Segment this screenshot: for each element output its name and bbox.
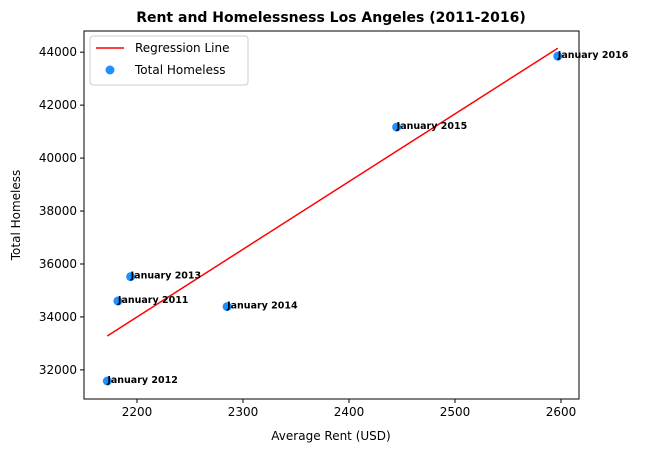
legend-box bbox=[89, 35, 249, 86]
scatter-point bbox=[222, 302, 232, 312]
x-tick-label: 2400 bbox=[334, 405, 365, 419]
point-label: January 2016 bbox=[557, 50, 629, 61]
scatter-point bbox=[126, 272, 136, 282]
y-tick-label: 32000 bbox=[39, 363, 77, 377]
y-axis-label: Total Homeless bbox=[9, 170, 23, 262]
legend-label-regression: Regression Line bbox=[135, 41, 229, 55]
point-label: January 2014 bbox=[226, 301, 298, 312]
point-label: January 2011 bbox=[117, 295, 189, 306]
y-tick-label: 38000 bbox=[39, 204, 77, 218]
plot-area: 2200 2300 2400 2500 2600 32000 34000 36000 38000… bbox=[39, 45, 629, 419]
axes-frame bbox=[83, 30, 580, 400]
legend: Regression Line Total Homeless bbox=[89, 35, 249, 86]
point-label: January 2012 bbox=[106, 375, 178, 386]
x-axis-label: Average Rent (USD) bbox=[271, 429, 390, 443]
point-label: January 2015 bbox=[396, 121, 468, 132]
scatter-point bbox=[113, 296, 123, 306]
x-tick-label: 2200 bbox=[122, 405, 153, 419]
x-tick-label: 2300 bbox=[228, 405, 259, 419]
scatter-point bbox=[102, 376, 112, 386]
y-tick-label: 42000 bbox=[39, 98, 77, 112]
y-tick-label: 44000 bbox=[39, 45, 77, 59]
y-tick-label: 34000 bbox=[39, 310, 77, 324]
legend-label-homeless: Total Homeless bbox=[134, 63, 226, 77]
chart-title: Rent and Homelessness Los Angeles (2011-… bbox=[136, 10, 526, 26]
y-tick-label: 40000 bbox=[39, 151, 77, 165]
regression-line bbox=[106, 47, 559, 337]
scatter-point bbox=[553, 51, 563, 61]
point-label: January 2013 bbox=[130, 271, 202, 282]
scatter-point bbox=[392, 122, 402, 132]
x-tick-label: 2600 bbox=[546, 405, 577, 419]
legend-marker-swatch bbox=[105, 65, 115, 75]
x-tick-label: 2500 bbox=[440, 405, 471, 419]
y-tick-label: 36000 bbox=[39, 257, 77, 271]
